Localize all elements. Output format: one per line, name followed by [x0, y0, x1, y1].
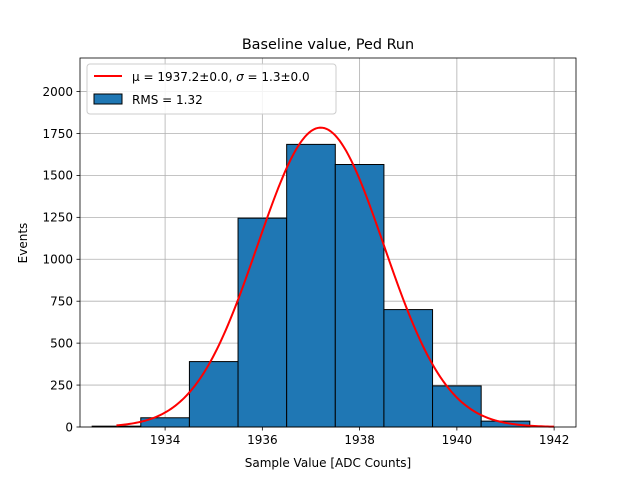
- x-axis-label: Sample Value [ADC Counts]: [245, 456, 411, 470]
- legend-fit-label-prefix: μ = 1937.2±0.0,: [132, 70, 236, 84]
- y-axis-label: Events: [16, 223, 30, 264]
- axes-frame: [79, 57, 577, 428]
- y-tick-label: 1000: [42, 253, 73, 267]
- legend-histogram-label: RMS = 1.32: [132, 93, 203, 107]
- legend-histogram-patch: [93, 93, 123, 105]
- legend: μ = 1937.2±0.0, σ = 1.3±0.0 RMS = 1.32: [86, 63, 337, 115]
- y-tick-label: 500: [50, 336, 73, 350]
- x-tick-label: 1942: [539, 433, 570, 447]
- x-tick-label: 1936: [247, 433, 278, 447]
- y-tick-label: 2000: [42, 85, 73, 99]
- chart-title: Baseline value, Ped Run: [242, 37, 414, 53]
- histogram-bar: [286, 143, 336, 428]
- histogram-bars: [91, 143, 531, 428]
- plot-area: 1934 1936 1938 1940 1942 0 250 500 750 1000 1250 1…: [42, 57, 577, 447]
- legend-fit-label-sigma: σ: [236, 70, 244, 84]
- y-tick-label: 250: [50, 378, 73, 392]
- x-tick-label: 1934: [150, 433, 181, 447]
- y-tick-label: 750: [50, 295, 73, 309]
- x-axis-ticks: 1934 1936 1938 1940 1942: [150, 427, 570, 447]
- legend-fit-label: μ = 1937.2±0.0, σ = 1.3±0.0: [132, 70, 310, 84]
- gaussian-fit-curve: [116, 126, 555, 428]
- y-axis-ticks: 0 250 500 750 1000 1250 1500 1750 2000: [42, 85, 80, 434]
- histogram-bar: [237, 217, 288, 428]
- legend-box: [86, 63, 337, 115]
- histogram-bar: [383, 309, 434, 428]
- y-tick-label: 1500: [42, 169, 73, 183]
- y-tick-label: 0: [65, 420, 73, 434]
- histogram-bar: [334, 164, 385, 428]
- legend-fit-label-suffix: = 1.3±0.0: [244, 70, 310, 84]
- y-tick-label: 1750: [42, 127, 73, 141]
- histogram-bar: [432, 385, 482, 428]
- x-tick-label: 1938: [344, 433, 375, 447]
- histogram-bar: [188, 361, 239, 428]
- x-tick-label: 1940: [442, 433, 473, 447]
- y-tick-label: 1250: [42, 211, 73, 225]
